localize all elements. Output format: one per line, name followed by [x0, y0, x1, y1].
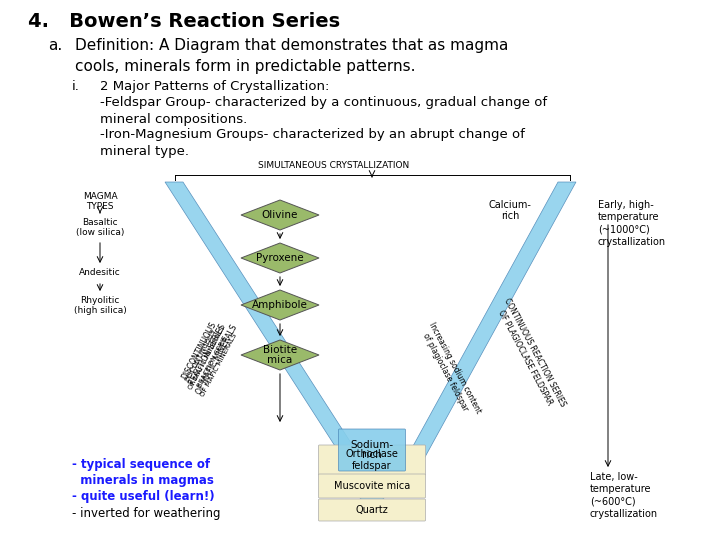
Text: SIMULTANEOUS CRYSTALLIZATION: SIMULTANEOUS CRYSTALLIZATION [258, 161, 409, 170]
Text: Rhyolitic
(high silica): Rhyolitic (high silica) [73, 296, 127, 315]
Text: Definition: A Diagram that demonstrates that as magma
cools, minerals form in pr: Definition: A Diagram that demonstrates … [75, 38, 508, 74]
Polygon shape [241, 340, 319, 370]
Text: 4.   Bowen’s Reaction Series: 4. Bowen’s Reaction Series [28, 12, 340, 31]
Text: 2 Major Patterns of Crystallization:: 2 Major Patterns of Crystallization: [100, 80, 329, 93]
Text: - inverted for weathering: - inverted for weathering [72, 507, 220, 520]
Text: Calcium-
rich: Calcium- rich [489, 200, 531, 221]
Text: i.: i. [72, 80, 80, 93]
Text: a.: a. [48, 38, 62, 53]
Polygon shape [390, 182, 576, 488]
Polygon shape [241, 243, 319, 273]
Text: Pyroxene: Pyroxene [256, 253, 304, 263]
Text: Olivine: Olivine [262, 210, 298, 220]
Text: Late, low-
temperature
(~600°C)
crystallization: Late, low- temperature (~600°C) crystall… [590, 472, 658, 519]
Text: CONTINUOUS REACTION SERIES
OF PLAGIOCLASE FELDSPAR: CONTINUOUS REACTION SERIES OF PLAGIOCLAS… [493, 297, 567, 413]
Text: Muscovite mica: Muscovite mica [334, 481, 410, 491]
Text: MAGMA
TYPES: MAGMA TYPES [83, 192, 117, 211]
FancyBboxPatch shape [318, 445, 426, 475]
Text: Increasing sodium content
of plagioclase feldspar: Increasing sodium content of plagioclase… [418, 320, 482, 420]
Polygon shape [165, 182, 380, 488]
Text: DISCONTINUOUS
REACTION SERIES
OF MAFIC MINERALS: DISCONTINUOUS REACTION SERIES OF MAFIC M… [176, 314, 239, 396]
FancyBboxPatch shape [318, 474, 426, 498]
Polygon shape [241, 200, 319, 230]
Text: Amphibole: Amphibole [252, 300, 308, 310]
Polygon shape [241, 290, 319, 320]
Text: Orthoclase
feldspar: Orthoclase feldspar [346, 449, 398, 471]
Text: Quartz: Quartz [356, 505, 388, 515]
Text: Basaltic
(low silica): Basaltic (low silica) [76, 218, 124, 238]
FancyBboxPatch shape [338, 429, 405, 471]
Text: - quite useful (learn!): - quite useful (learn!) [72, 490, 215, 503]
Text: Sodium-
rich: Sodium- rich [351, 440, 394, 461]
Polygon shape [350, 488, 408, 510]
Text: -Feldspar Group- characterized by a continuous, gradual change of
mineral compos: -Feldspar Group- characterized by a cont… [100, 96, 547, 126]
Text: - typical sequence of
  minerals in magmas: - typical sequence of minerals in magmas [72, 458, 214, 487]
Text: DISCONTINUOUS
OF MAFIC MINERALS
REACTION SERIE
OF MAFIC MINERALS: DISCONTINUOUS OF MAFIC MINERALS REACTION… [181, 322, 238, 397]
Text: Andesitic: Andesitic [79, 268, 121, 277]
FancyBboxPatch shape [318, 499, 426, 521]
Text: Early, high-
temperature
(~1000°C)
crystallization: Early, high- temperature (~1000°C) cryst… [598, 200, 666, 247]
Text: -Iron-Magnesium Groups- characterized by an abrupt change of
mineral type.: -Iron-Magnesium Groups- characterized by… [100, 128, 525, 158]
Text: Biotite
mica: Biotite mica [263, 345, 297, 366]
